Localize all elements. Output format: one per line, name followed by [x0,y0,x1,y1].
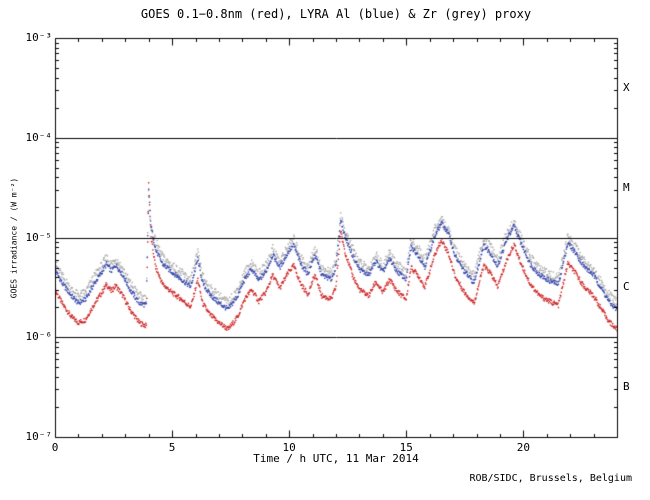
flare-class-label-m: M [623,180,630,194]
y-tick-label: 10⁻⁷ [25,430,53,443]
flare-class-label-c: C [623,280,630,294]
flare-class-label-x: X [623,80,630,94]
x-tick-label: 5 [168,441,176,454]
x-tick-label: 10 [282,441,296,454]
chart-title: GOES 0.1−0.8nm (red), LYRA Al (blue) & Z… [140,7,532,21]
credit-text: ROB/SIDC, Brussels, Belgium [469,473,632,484]
x-tick-label: 20 [516,441,530,454]
y-tick-label: 10⁻³ [25,31,53,44]
flare-class-label-b: B [623,380,630,394]
x-tick-label: 15 [399,441,413,454]
y-tick-label: 10⁻⁶ [25,330,53,344]
y-tick-label: 10⁻⁴ [25,130,53,144]
x-axis-label: Time / h UTC, 11 Mar 2014 [253,452,419,465]
y-tick-label: 10⁻⁵ [25,230,53,244]
x-tick-label: 0 [51,441,59,454]
